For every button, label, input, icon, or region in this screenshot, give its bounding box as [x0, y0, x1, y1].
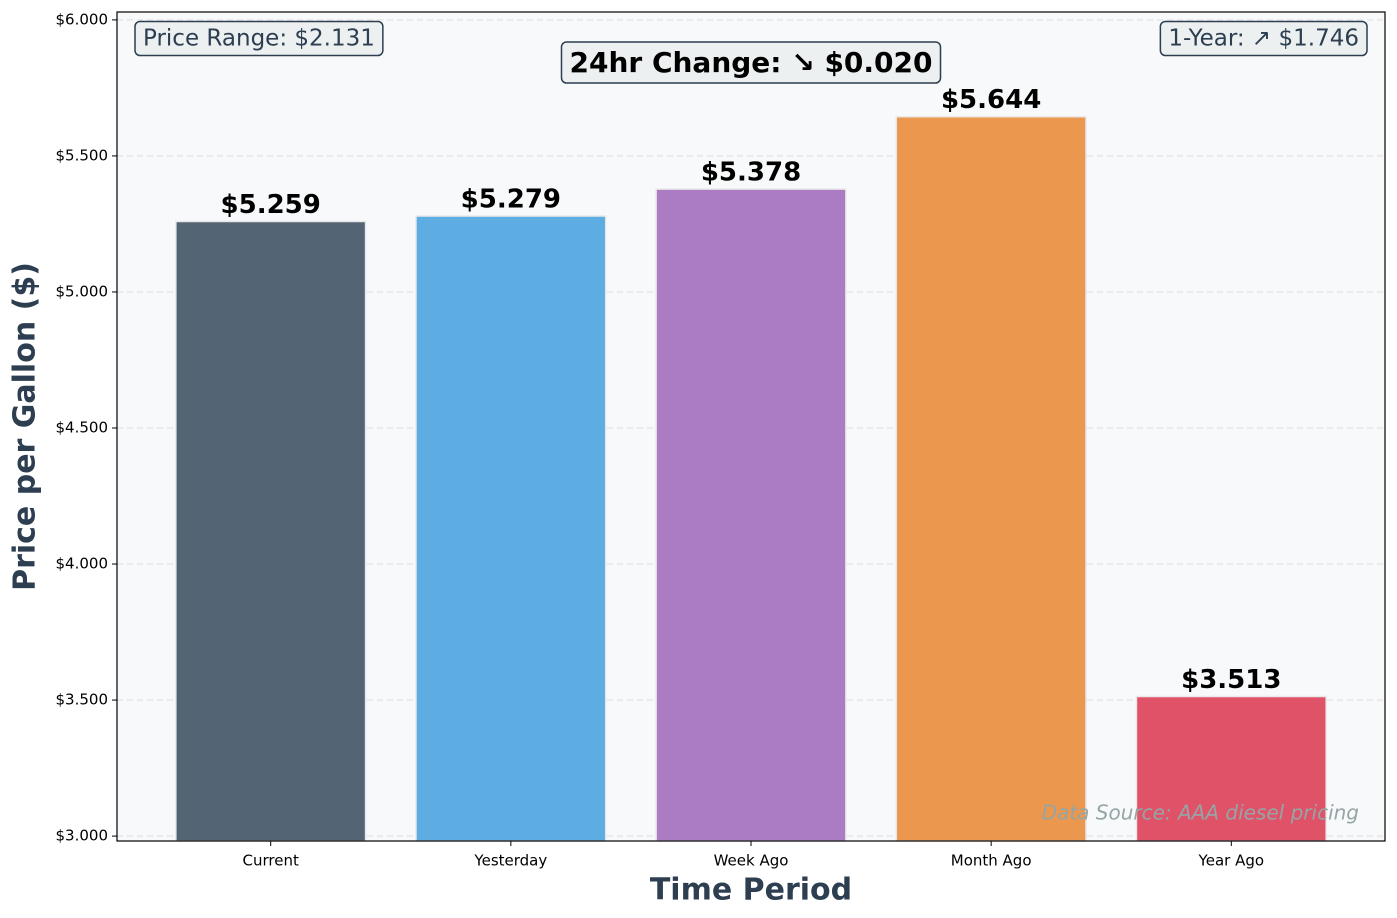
- y-tick-label: $5.500: [56, 146, 109, 164]
- y-tick-label: $6.000: [56, 10, 109, 28]
- y-tick-label: $3.500: [56, 691, 109, 709]
- bar: [175, 220, 367, 842]
- annotation-box: [134, 20, 384, 57]
- annotation: Price Range: $2.131: [143, 26, 375, 52]
- x-tick-label: Current: [243, 852, 299, 870]
- value-label: $5.378: [701, 158, 801, 188]
- x-tick-label: Week Ago: [714, 852, 789, 870]
- value-label: $3.513: [1181, 665, 1281, 695]
- value-label: $5.644: [941, 85, 1041, 115]
- y-axis-title: Price per Gallon ($): [8, 262, 43, 591]
- value-label: $5.279: [461, 185, 561, 215]
- x-tick-label: Year Ago: [1198, 852, 1265, 870]
- y-tick-label: $4.500: [56, 418, 109, 436]
- x-axis-title: Time Period: [650, 873, 852, 908]
- y-tick-label: $4.000: [56, 555, 109, 573]
- y-tick-label: $3.000: [56, 827, 109, 845]
- annotation: Price Range: $2.131: [134, 20, 384, 57]
- annotation: 1-Year: ↗ $1.746: [1159, 20, 1368, 57]
- annotation: 1-Year: ↗ $1.746: [1168, 26, 1359, 52]
- x-tick-label: Yesterday: [473, 852, 547, 870]
- bar: [655, 188, 847, 842]
- source-note: Data Source: AAA diesel pricing: [1042, 801, 1359, 825]
- x-tick-label: Month Ago: [951, 852, 1032, 870]
- bar: [895, 115, 1087, 842]
- y-tick-label: $5.000: [56, 282, 109, 300]
- bar: [415, 215, 607, 842]
- value-label: $5.259: [221, 190, 321, 220]
- annotation-box: [1159, 20, 1368, 57]
- annotation: 24hr Change: ↘ $0.020: [560, 41, 942, 84]
- plot-frame: [116, 11, 1386, 842]
- annotation-box: [560, 41, 942, 84]
- annotation: 24hr Change: ↘ $0.020: [569, 46, 932, 79]
